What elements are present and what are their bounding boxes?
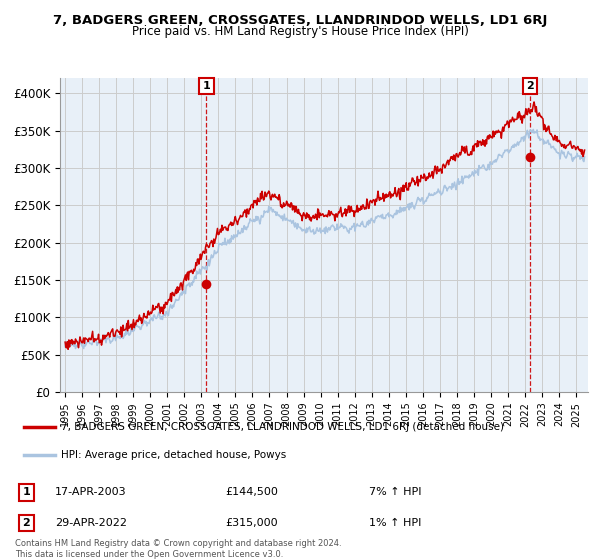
Text: 1: 1 (202, 81, 210, 91)
Text: 7% ↑ HPI: 7% ↑ HPI (369, 487, 422, 497)
Text: Contains HM Land Registry data © Crown copyright and database right 2024.
This d: Contains HM Land Registry data © Crown c… (15, 539, 341, 559)
Text: Price paid vs. HM Land Registry's House Price Index (HPI): Price paid vs. HM Land Registry's House … (131, 25, 469, 38)
Text: 1: 1 (23, 487, 30, 497)
Text: 2: 2 (526, 81, 534, 91)
Text: 17-APR-2003: 17-APR-2003 (55, 487, 127, 497)
Text: £144,500: £144,500 (225, 487, 278, 497)
Text: 7, BADGERS GREEN, CROSSGATES, LLANDRINDOD WELLS, LD1 6RJ (detached house): 7, BADGERS GREEN, CROSSGATES, LLANDRINDO… (61, 422, 504, 432)
Text: £315,000: £315,000 (225, 518, 278, 528)
Text: 29-APR-2022: 29-APR-2022 (55, 518, 127, 528)
Text: 7, BADGERS GREEN, CROSSGATES, LLANDRINDOD WELLS, LD1 6RJ: 7, BADGERS GREEN, CROSSGATES, LLANDRINDO… (53, 14, 547, 27)
Text: 1% ↑ HPI: 1% ↑ HPI (369, 518, 421, 528)
Text: 2: 2 (23, 518, 30, 528)
Text: HPI: Average price, detached house, Powys: HPI: Average price, detached house, Powy… (61, 450, 286, 460)
